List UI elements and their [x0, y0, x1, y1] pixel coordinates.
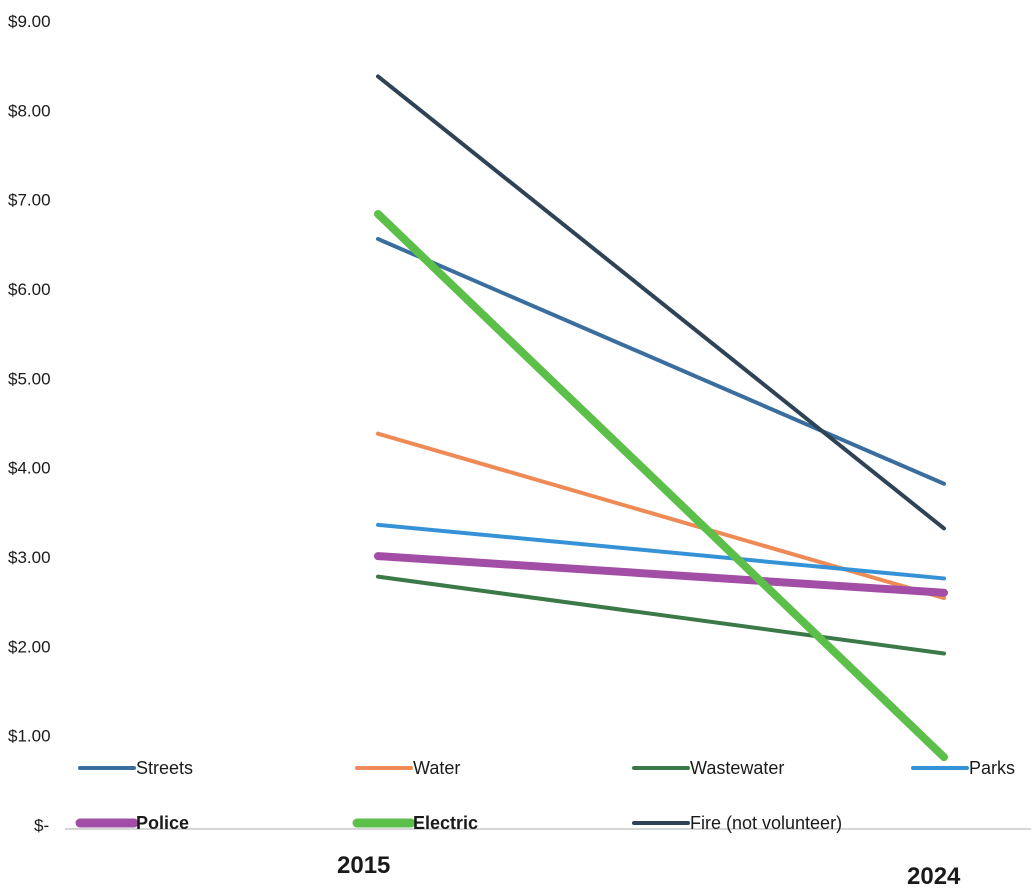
- series-line-police: [374, 552, 948, 597]
- x-tick-label: 2024: [907, 863, 961, 888]
- series-line-electric: [374, 209, 948, 762]
- y-tick-label: $1.00: [8, 727, 51, 746]
- y-tick-label: $3.00: [8, 548, 51, 567]
- y-tick-label: $8.00: [8, 101, 51, 120]
- legend-label-streets: Streets: [136, 758, 193, 778]
- y-tick-label: $7.00: [8, 191, 51, 210]
- y-tick-label: $5.00: [8, 369, 51, 388]
- y-tick-label: $9.00: [8, 12, 51, 31]
- y-axis-ticks: $9.00 $8.00 $7.00 $6.00 $5.00 $4.00 $3.00 $2.00…: [8, 12, 51, 835]
- legend-label-water: Water: [413, 758, 460, 778]
- x-axis-ticks: 2015 2024: [337, 852, 961, 890]
- series-line-parks: [376, 522, 946, 581]
- y-tick-label: $4.00: [8, 459, 51, 478]
- series-line-wastewater: [376, 574, 946, 656]
- legend-label-police: Police: [136, 813, 189, 833]
- y-tick-label: $6.00: [8, 280, 51, 299]
- legend-label-wastewater: Wastewater: [690, 758, 784, 778]
- series-line-fire-not-volunteer: [376, 74, 946, 531]
- series-line-streets: [376, 236, 946, 486]
- x-tick-label: 2015: [337, 852, 390, 879]
- series-lines: [374, 74, 948, 762]
- legend-label-parks: Parks: [969, 758, 1015, 778]
- legend-label-fire-not-volunteer: Fire (not volunteer): [690, 813, 842, 833]
- y-tick-label: $2.00: [8, 637, 51, 656]
- y-tick-label: $-: [34, 816, 49, 835]
- legend: Streets Water Wastewater Parks Police Electri…: [75, 758, 1015, 833]
- legend-label-electric: Electric: [413, 813, 478, 833]
